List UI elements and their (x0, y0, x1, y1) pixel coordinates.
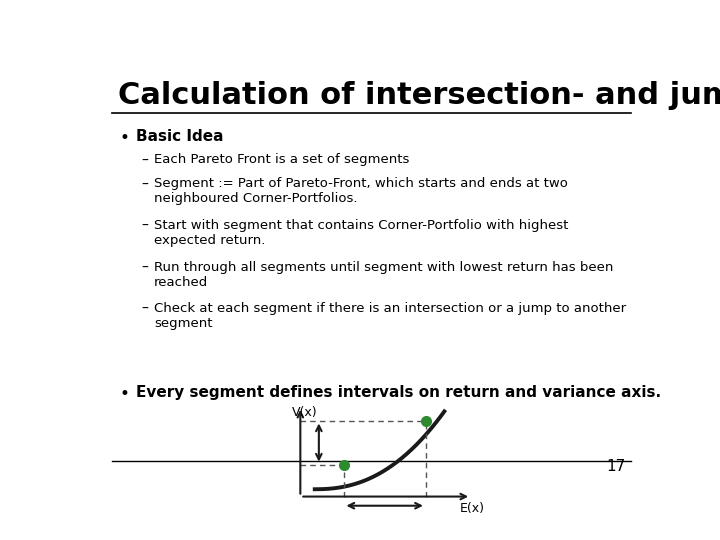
Text: Every segment defines intervals on return and variance axis.: Every segment defines intervals on retur… (136, 385, 661, 400)
Text: E(x): E(x) (459, 502, 485, 515)
Text: Each Pareto Front is a set of segments: Each Pareto Front is a set of segments (154, 153, 410, 166)
Text: •: • (119, 129, 129, 147)
Text: Start with segment that contains Corner-Portfolio with highest
expected return.: Start with segment that contains Corner-… (154, 219, 569, 247)
Text: Segment := Part of Pareto-Front, which starts and ends at two
neighboured Corner: Segment := Part of Pareto-Front, which s… (154, 178, 568, 206)
Text: V(x): V(x) (292, 406, 318, 419)
Text: Basic Idea: Basic Idea (136, 129, 223, 144)
Text: Calculation of intersection- and jump-points: Calculation of intersection- and jump-po… (118, 82, 720, 111)
Text: 17: 17 (606, 460, 626, 474)
Text: Check at each segment if there is an intersection or a jump to another
segment: Check at each segment if there is an int… (154, 302, 626, 330)
Text: –: – (141, 302, 148, 316)
Text: –: – (141, 153, 148, 167)
Text: •: • (119, 385, 129, 403)
Text: Run through all segments until segment with lowest return has been
reached: Run through all segments until segment w… (154, 261, 613, 289)
Text: –: – (141, 219, 148, 233)
Text: –: – (141, 261, 148, 275)
Text: –: – (141, 178, 148, 192)
